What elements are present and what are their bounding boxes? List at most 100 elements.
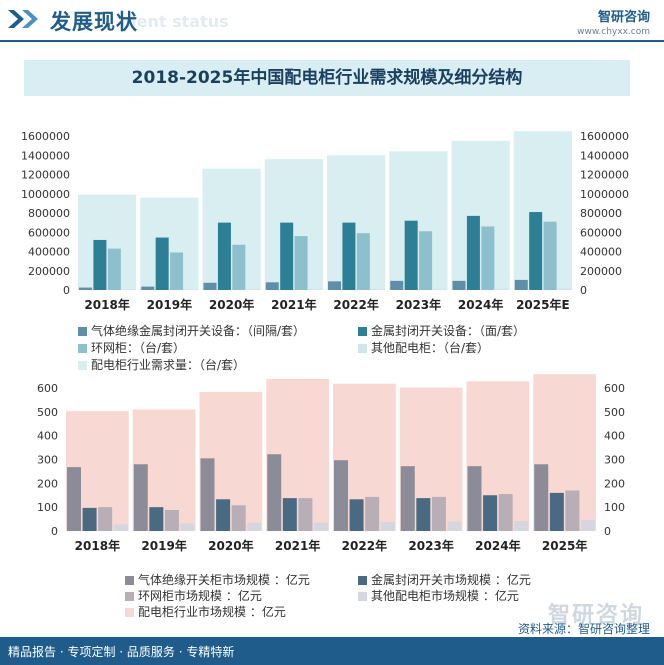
series-bar-1: [466, 215, 480, 290]
series-bar-3: [371, 288, 385, 290]
legend-label: 金属封闭开关市场规模 ：亿元: [371, 573, 531, 587]
header-bar: ment status 发展现状 智研咨询 www.chyxx.com: [0, 0, 664, 40]
y-tick-label-right: 800000: [580, 207, 622, 220]
y-tick-label-left: 1600000: [21, 130, 70, 143]
double-chevron-icon: [8, 10, 38, 28]
header-divider: [0, 40, 664, 42]
total-bar: [202, 168, 261, 290]
y-tick-label-right: 200000: [580, 265, 622, 278]
y-tick-label-left: 300: [37, 454, 58, 467]
x-tick-label: 2021年: [275, 538, 320, 553]
y-tick-label-left: 1000000: [21, 188, 70, 201]
legend-swatch: [358, 327, 367, 336]
x-tick-label: 2020年: [209, 297, 254, 312]
series-bar-3: [246, 289, 260, 290]
section-subtitle: ment status: [120, 12, 229, 31]
series-bar-2: [431, 496, 446, 531]
x-tick-label: 2023年: [396, 297, 441, 312]
series-bar-0: [452, 280, 466, 290]
y-tick-label-left: 800000: [28, 207, 70, 220]
legend1-item-4: 配电柜行业需求量：（台/套）: [78, 356, 245, 373]
series-bar-1: [149, 507, 164, 531]
total-bar: [264, 159, 323, 290]
footer-slogan: 精品报告 · 专项定制 · 品质服务 · 专精特新: [8, 645, 235, 659]
watermark-logo: 智研咨询: [547, 603, 644, 628]
series-bar-2: [107, 248, 121, 290]
y-tick-label-left: 600: [37, 382, 58, 395]
series-bar-1: [483, 495, 498, 531]
series-bar-2: [294, 236, 308, 290]
series-bar-3: [184, 289, 198, 290]
footer-bar: 精品报告 · 专项定制 · 品质服务 · 专精特新: [0, 637, 664, 665]
y-tick-label-right: 400000: [580, 246, 622, 259]
legend-swatch: [78, 361, 87, 370]
series-bar-3: [581, 519, 595, 531]
y-tick-label-left: 200000: [28, 265, 70, 278]
legend-label: 环网柜市场规模 ：亿元: [138, 589, 262, 603]
series-bar-1: [549, 492, 564, 531]
series-bar-3: [113, 524, 128, 531]
chart-title: 2018-2025年中国配电柜行业需求规模及细分结构: [24, 60, 630, 96]
series-bar-2: [543, 221, 557, 290]
y-tick-label-right: 600: [604, 382, 625, 395]
y-tick-label-right: 300: [604, 454, 625, 467]
legend-label: 其他配电柜市场规模 ：亿元: [371, 589, 519, 603]
series-bar-0: [400, 466, 415, 531]
legend-label: 气体绝缘金属封闭开关设备：（间隔/套）: [91, 324, 306, 338]
y-tick-label-left: 600000: [28, 226, 70, 239]
legend-swatch: [358, 344, 367, 353]
x-tick-label: 2025年: [542, 538, 587, 553]
brand-name: 智研咨询: [597, 10, 650, 25]
x-tick-label: 2018年: [75, 538, 120, 553]
series-bar-1: [529, 212, 543, 290]
y-tick-label-right: 100: [604, 501, 625, 514]
demand-chart: 0 0 200000 200000 400000 400000 600000 600000 80…: [21, 130, 629, 312]
series-bar-0: [141, 286, 155, 290]
series-bar-2: [170, 252, 184, 290]
section-title: 发展现状: [50, 10, 138, 34]
x-tick-label: 2024年: [475, 538, 520, 553]
y-tick-label-right: 1600000: [580, 130, 629, 143]
y-tick-label-right: 400: [604, 430, 625, 443]
legend1-item-3: 其他配电柜：（台/套）: [358, 339, 489, 356]
series-bar-2: [498, 494, 513, 531]
series-bar-0: [514, 279, 528, 290]
legend-swatch: [125, 592, 134, 601]
series-bar-3: [314, 522, 328, 531]
legend-swatch: [125, 608, 134, 617]
series-bar-2: [356, 233, 370, 290]
legend-swatch: [358, 576, 367, 585]
legend-swatch: [78, 344, 87, 353]
y-tick-label-right: 600000: [580, 226, 622, 239]
y-tick-label-left: 100: [37, 501, 58, 514]
series-bar-1: [93, 239, 107, 290]
y-tick-label-right: 500: [604, 406, 625, 419]
y-tick-label-right: 200: [604, 477, 625, 490]
series-bar-1: [416, 498, 431, 531]
series-bar-3: [433, 288, 447, 290]
legend1-item-2: 环网柜：（台/套）: [78, 339, 185, 356]
x-tick-label: 2019年: [141, 538, 186, 553]
x-tick-label: 2022年: [342, 538, 387, 553]
series-bar-0: [534, 464, 549, 531]
series-bar-2: [232, 244, 246, 290]
series-bar-3: [180, 523, 195, 531]
series-bar-2: [365, 496, 380, 531]
y-tick-label-left: 0: [63, 284, 70, 297]
legend1-item-0: 气体绝缘金属封闭开关设备：（间隔/套）: [78, 322, 305, 339]
series-bar-1: [349, 499, 364, 531]
series-bar-1: [82, 507, 97, 531]
x-tick-label: 2020年: [208, 538, 253, 553]
y-tick-label-right: 1000000: [580, 188, 629, 201]
series-bar-0: [203, 282, 217, 290]
series-bar-0: [328, 281, 341, 290]
y-tick-label-left: 0: [51, 525, 58, 538]
legend-label: 配电柜行业需求量：（台/套）: [91, 358, 246, 372]
series-bar-3: [558, 288, 571, 290]
total-bar: [140, 197, 199, 290]
legend2-item-2: 环网柜市场规模 ：亿元: [125, 587, 262, 604]
x-tick-label: 2024年: [458, 297, 503, 312]
y-tick-label-left: 500: [37, 406, 58, 419]
legend-label: 配电柜行业市场规模 ：亿元: [138, 605, 286, 619]
x-tick-label: 2023年: [408, 538, 453, 553]
